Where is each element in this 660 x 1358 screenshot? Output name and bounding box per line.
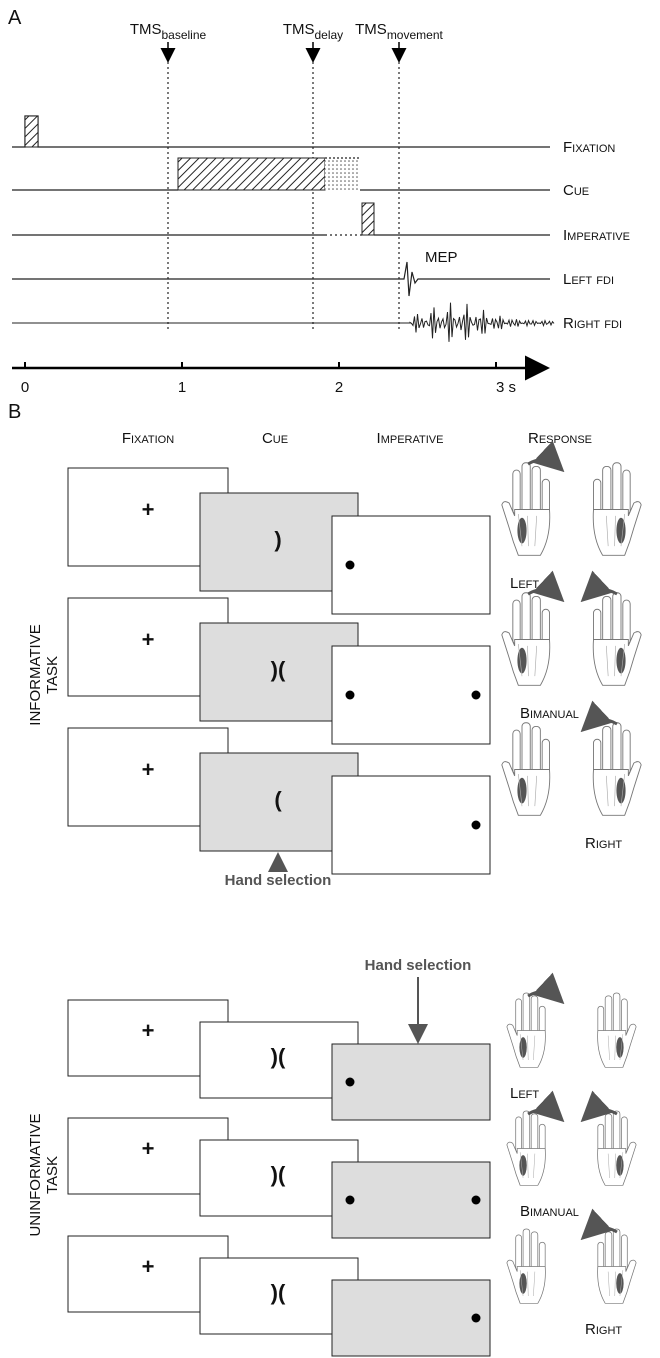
column-header: Imperative [377, 430, 444, 447]
imperative-dot [472, 1314, 481, 1323]
response-label: Bimanual [520, 1203, 579, 1220]
fixation-symbol: + [142, 1018, 155, 1043]
movement-arrow [585, 1228, 617, 1236]
right-hand [593, 593, 641, 686]
task-name-line: TASK [44, 1156, 61, 1194]
imperative-dot [346, 691, 355, 700]
right-hand [593, 723, 641, 816]
imperative-screen [332, 1280, 490, 1356]
tms-label: TMSbaseline [130, 21, 207, 42]
imperative-screen [332, 776, 490, 874]
fixation-symbol: + [142, 1254, 155, 1279]
movement-arrow [585, 1110, 617, 1118]
trace-label: Fixation [563, 139, 615, 156]
cue-symbol: )( [271, 657, 286, 682]
imperative-dot [472, 691, 481, 700]
movement-arrow [585, 720, 617, 728]
cue-symbol: )( [271, 1280, 286, 1305]
imperative-dot [472, 821, 481, 830]
response-label: Left [510, 1085, 539, 1102]
trace-label: Left fdi [563, 271, 614, 288]
imperative-dot [346, 1196, 355, 1205]
cue-symbol: ) [274, 527, 281, 552]
tms-label: TMSmovement [355, 21, 443, 42]
left-hand [507, 1111, 546, 1185]
tms-main: TMS [355, 21, 387, 38]
task-name-line: UNINFORMATIVE [27, 1113, 44, 1236]
time-tick-label: 2 [335, 379, 343, 396]
time-tick-label: 1 [178, 379, 186, 396]
response-label: Bimanual [520, 705, 579, 722]
cue-symbol: ( [274, 787, 282, 812]
imperative-pulse [362, 203, 374, 235]
tms-sub: baseline [161, 28, 206, 42]
fixation-symbol: + [142, 497, 155, 522]
hand-selection: Hand selection [225, 872, 332, 889]
task-name-line: TASK [44, 656, 61, 694]
tms-main: TMS [130, 21, 162, 38]
left-hand [507, 1229, 546, 1303]
movement-arrow [585, 590, 617, 598]
imperative-screen [332, 1044, 490, 1120]
hand-selection: Hand selection [365, 957, 472, 974]
left-hand [502, 723, 550, 816]
imperative-dot [346, 561, 355, 570]
panel-label: B [8, 401, 21, 423]
fixation-pulse [25, 116, 38, 147]
time-tick-label: 3 s [496, 379, 516, 396]
task-name-line: INFORMATIVE [27, 624, 44, 725]
imperative-screen [332, 516, 490, 614]
tms-sub: delay [314, 28, 343, 42]
trace-label: Right fdi [563, 315, 622, 332]
mep-label: MEP [425, 249, 458, 266]
task-name: INFORMATIVETASK [27, 624, 61, 725]
left-hand [507, 993, 546, 1067]
right-hand [598, 1229, 637, 1303]
fixation-symbol: + [142, 757, 155, 782]
cue-symbol: )( [271, 1162, 286, 1187]
left-hand [502, 463, 550, 556]
tms-label: TMSdelay [283, 21, 343, 42]
right-hand [598, 1111, 637, 1185]
right-fdi-trace [12, 303, 554, 342]
figure: ATMSbaselineTMSdelayTMSmovementFixationC… [0, 0, 660, 1358]
column-header: Cue [262, 430, 288, 447]
movement-arrow [528, 590, 560, 598]
right-hand [598, 993, 637, 1067]
column-header: Response [528, 430, 592, 447]
right-hand [593, 463, 641, 556]
tms-sub: movement [387, 28, 444, 42]
fixation-symbol: + [142, 627, 155, 652]
imperative-dot [472, 1196, 481, 1205]
time-tick-label: 0 [21, 379, 29, 396]
cue-pulse-var [325, 158, 360, 190]
fixation-symbol: + [142, 1136, 155, 1161]
left-fdi-trace [12, 262, 550, 296]
panel-label: A [8, 7, 22, 29]
left-hand [502, 593, 550, 686]
imperative-screen [332, 646, 490, 744]
column-header: Fixation [122, 430, 174, 447]
cue-symbol: )( [271, 1044, 286, 1069]
tms-main: TMS [283, 21, 315, 38]
trace-label: Imperative [563, 227, 630, 244]
cue-pulse [178, 158, 325, 190]
fixation-trace [12, 116, 550, 147]
response-label: Right [585, 835, 622, 852]
movement-arrow [528, 460, 560, 468]
response-label: Right [585, 1321, 622, 1338]
trace-label: Cue [563, 182, 589, 199]
imperative-screen [332, 1162, 490, 1238]
imperative-dot [346, 1078, 355, 1087]
task-name: UNINFORMATIVETASK [27, 1113, 61, 1236]
